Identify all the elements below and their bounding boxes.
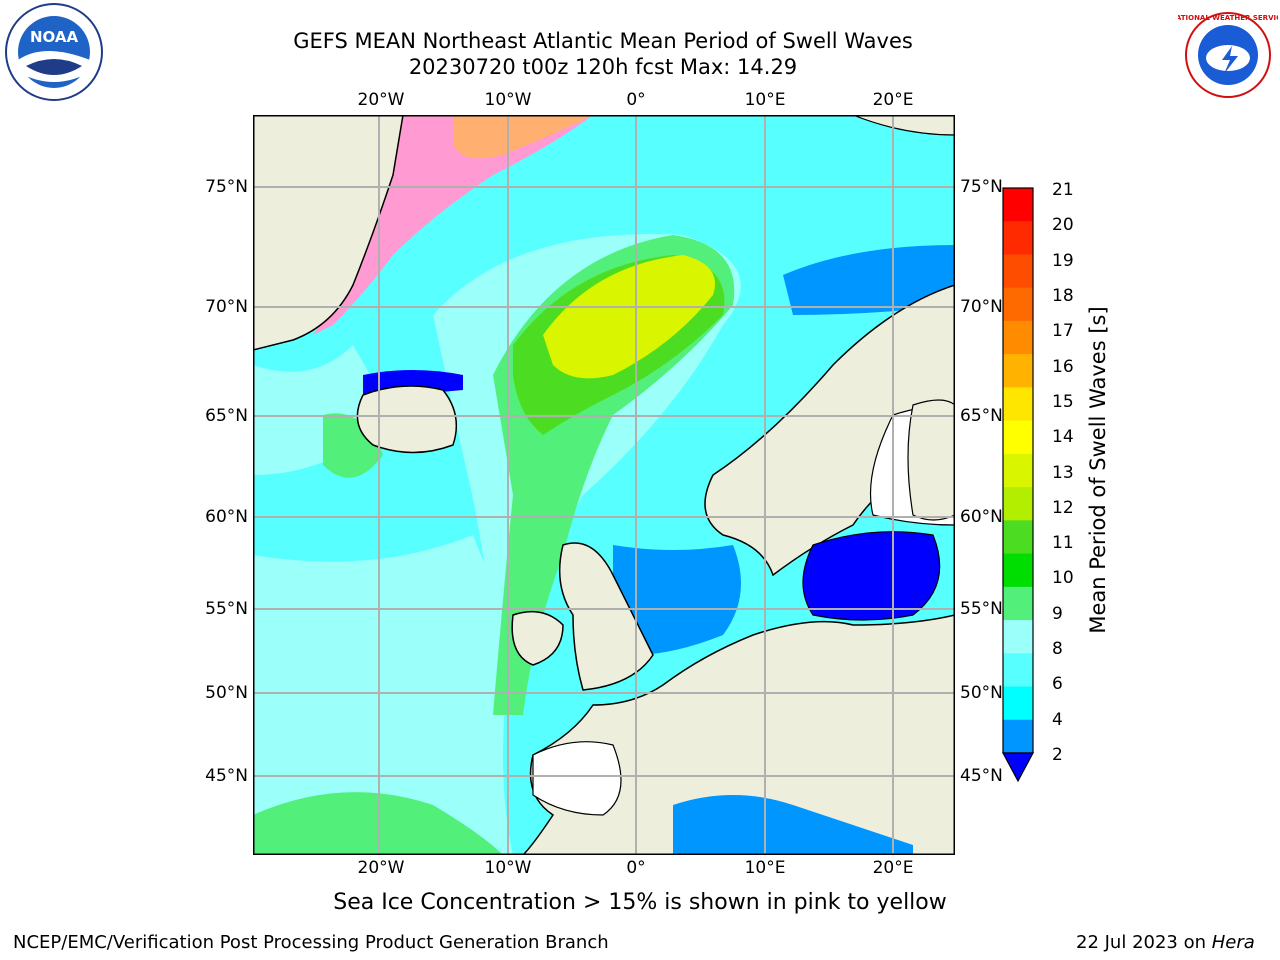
colorbar-tick-label: 9 [1052,603,1063,624]
lat-label-right-50n: 50°N [960,683,1003,703]
lon-label-bottom-20w: 20°W [357,858,405,878]
colorbar-svg [1001,187,1035,783]
footer-date: 22 Jul 2023 on Hera [1076,932,1255,953]
land-greenland [252,114,404,351]
land-great-britain [558,542,654,691]
colorbar-segment [1003,487,1033,521]
lat-label-left-50n: 50°N [205,683,248,703]
noaa-logo: NOAA [4,2,104,102]
colorbar-segment [1003,686,1033,721]
nws-logo-text: NATIONAL WEATHER SERVICE [1178,14,1278,22]
colorbar-segment [1003,653,1033,688]
lat-label-right-45n: 45°N [960,766,1003,786]
colorbar-label: Mean Period of Swell Waves [s] [1086,306,1110,634]
lon-label-bottom-20e: 20°E [872,858,914,878]
map-frame [253,115,955,855]
colorbar-tick-label: 15 [1052,391,1074,412]
land-iceland [356,385,458,454]
colorbar-tick-label: 13 [1052,462,1074,483]
colorbar-tick-label: 16 [1052,356,1074,377]
colorbar-tick-label: 18 [1052,285,1074,306]
colorbar-segment [1003,287,1033,322]
land-finland [907,399,956,521]
colorbar-tick-label: 11 [1052,533,1074,554]
map-panel [252,114,956,856]
colorbar-tick-label: 14 [1052,427,1074,448]
lon-label-bottom-10e: 10°E [744,858,786,878]
swell-zone-max [543,255,715,379]
chart-subtitle: 20230720 t00z 120h fcst Max: 14.29 [408,55,798,79]
lat-label-left-65n: 65°N [205,406,248,426]
colorbar-segment [1003,719,1033,754]
lon-label-top-10e: 10°E [744,90,786,110]
colorbar-tick-label: 21 [1052,180,1074,200]
baltic-sea [802,531,941,621]
lon-label-top-0: 0° [626,90,646,110]
colorbar-tick-label: 6 [1052,674,1063,695]
lon-label-top-20e: 20°E [872,90,914,110]
lat-label-left-75n: 75°N [205,177,248,197]
lat-label-left-45n: 45°N [205,766,248,786]
nws-logo: NATIONAL WEATHER SERVICE [1170,10,1280,100]
colorbar-segment [1003,254,1033,289]
sea-ice-caption: Sea Ice Concentration > 15% is shown in … [333,890,947,915]
land-ireland [511,610,564,666]
colorbar-tick-label: 10 [1052,568,1074,589]
colorbar-tick-label: 8 [1052,639,1063,660]
footer-machine: Hera [1211,932,1255,953]
lat-label-right-65n: 65°N [960,406,1003,426]
lon-label-bottom-0: 0° [626,858,646,878]
colorbar-segment [1003,620,1033,654]
footer-credit: NCEP/EMC/Verification Post Processing Pr… [13,932,609,953]
colorbar-tick-label: 2 [1052,745,1063,765]
lat-label-right-60n: 60°N [960,507,1003,527]
map-gridlines [253,115,955,855]
lat-label-left-70n: 70°N [205,297,248,317]
colorbar-segment [1003,520,1033,555]
colorbar-tick-label: 17 [1052,321,1074,342]
colorbar-segment [1003,420,1033,455]
lon-label-bottom-10w: 10°W [484,858,532,878]
colorbar-segment [1003,188,1033,222]
lat-label-left-60n: 60°N [205,507,248,527]
colorbar-tick-label: 12 [1052,497,1074,518]
lat-label-left-55n: 55°N [205,599,248,619]
colorbar [1000,186,1040,786]
colorbar-tick-label: 4 [1052,709,1063,730]
colorbar-tick-labels: 21 20 19 18 17 16 15 14 13 12 11 10 9 8 6 4 2 [1052,180,1112,770]
colorbar-segment [1003,354,1033,388]
colorbar-tick-label: 19 [1052,250,1074,271]
noaa-logo-text: NOAA [30,28,79,46]
chart-title: GEFS MEAN Northeast Atlantic Mean Period… [293,29,913,53]
lat-label-right-55n: 55°N [960,599,1003,619]
swell-zone-barents [783,245,955,315]
colorbar-segment [1003,387,1033,422]
colorbar-segment [1003,221,1033,255]
map-svg [252,114,956,856]
colorbar-segment [1003,553,1033,588]
colorbar-segment [1003,320,1033,355]
colorbar-segment [1003,586,1033,621]
colorbar-frame [1002,187,1034,754]
lat-label-right-70n: 70°N [960,297,1003,317]
footer-date-text: 22 Jul 2023 on [1076,932,1212,953]
lon-label-top-10w: 10°W [484,90,532,110]
mediterranean-water [673,795,913,855]
colorbar-extension-triangle [1001,752,1035,783]
land-iberia-north [532,741,622,816]
colorbar-tick-label: 20 [1052,215,1074,236]
sea-ice-core [453,115,593,159]
lat-label-right-75n: 75°N [960,177,1003,197]
colorbar-segment [1003,453,1033,488]
swell-zone-north-sea [610,545,741,655]
lon-label-top-20w: 20°W [357,90,405,110]
